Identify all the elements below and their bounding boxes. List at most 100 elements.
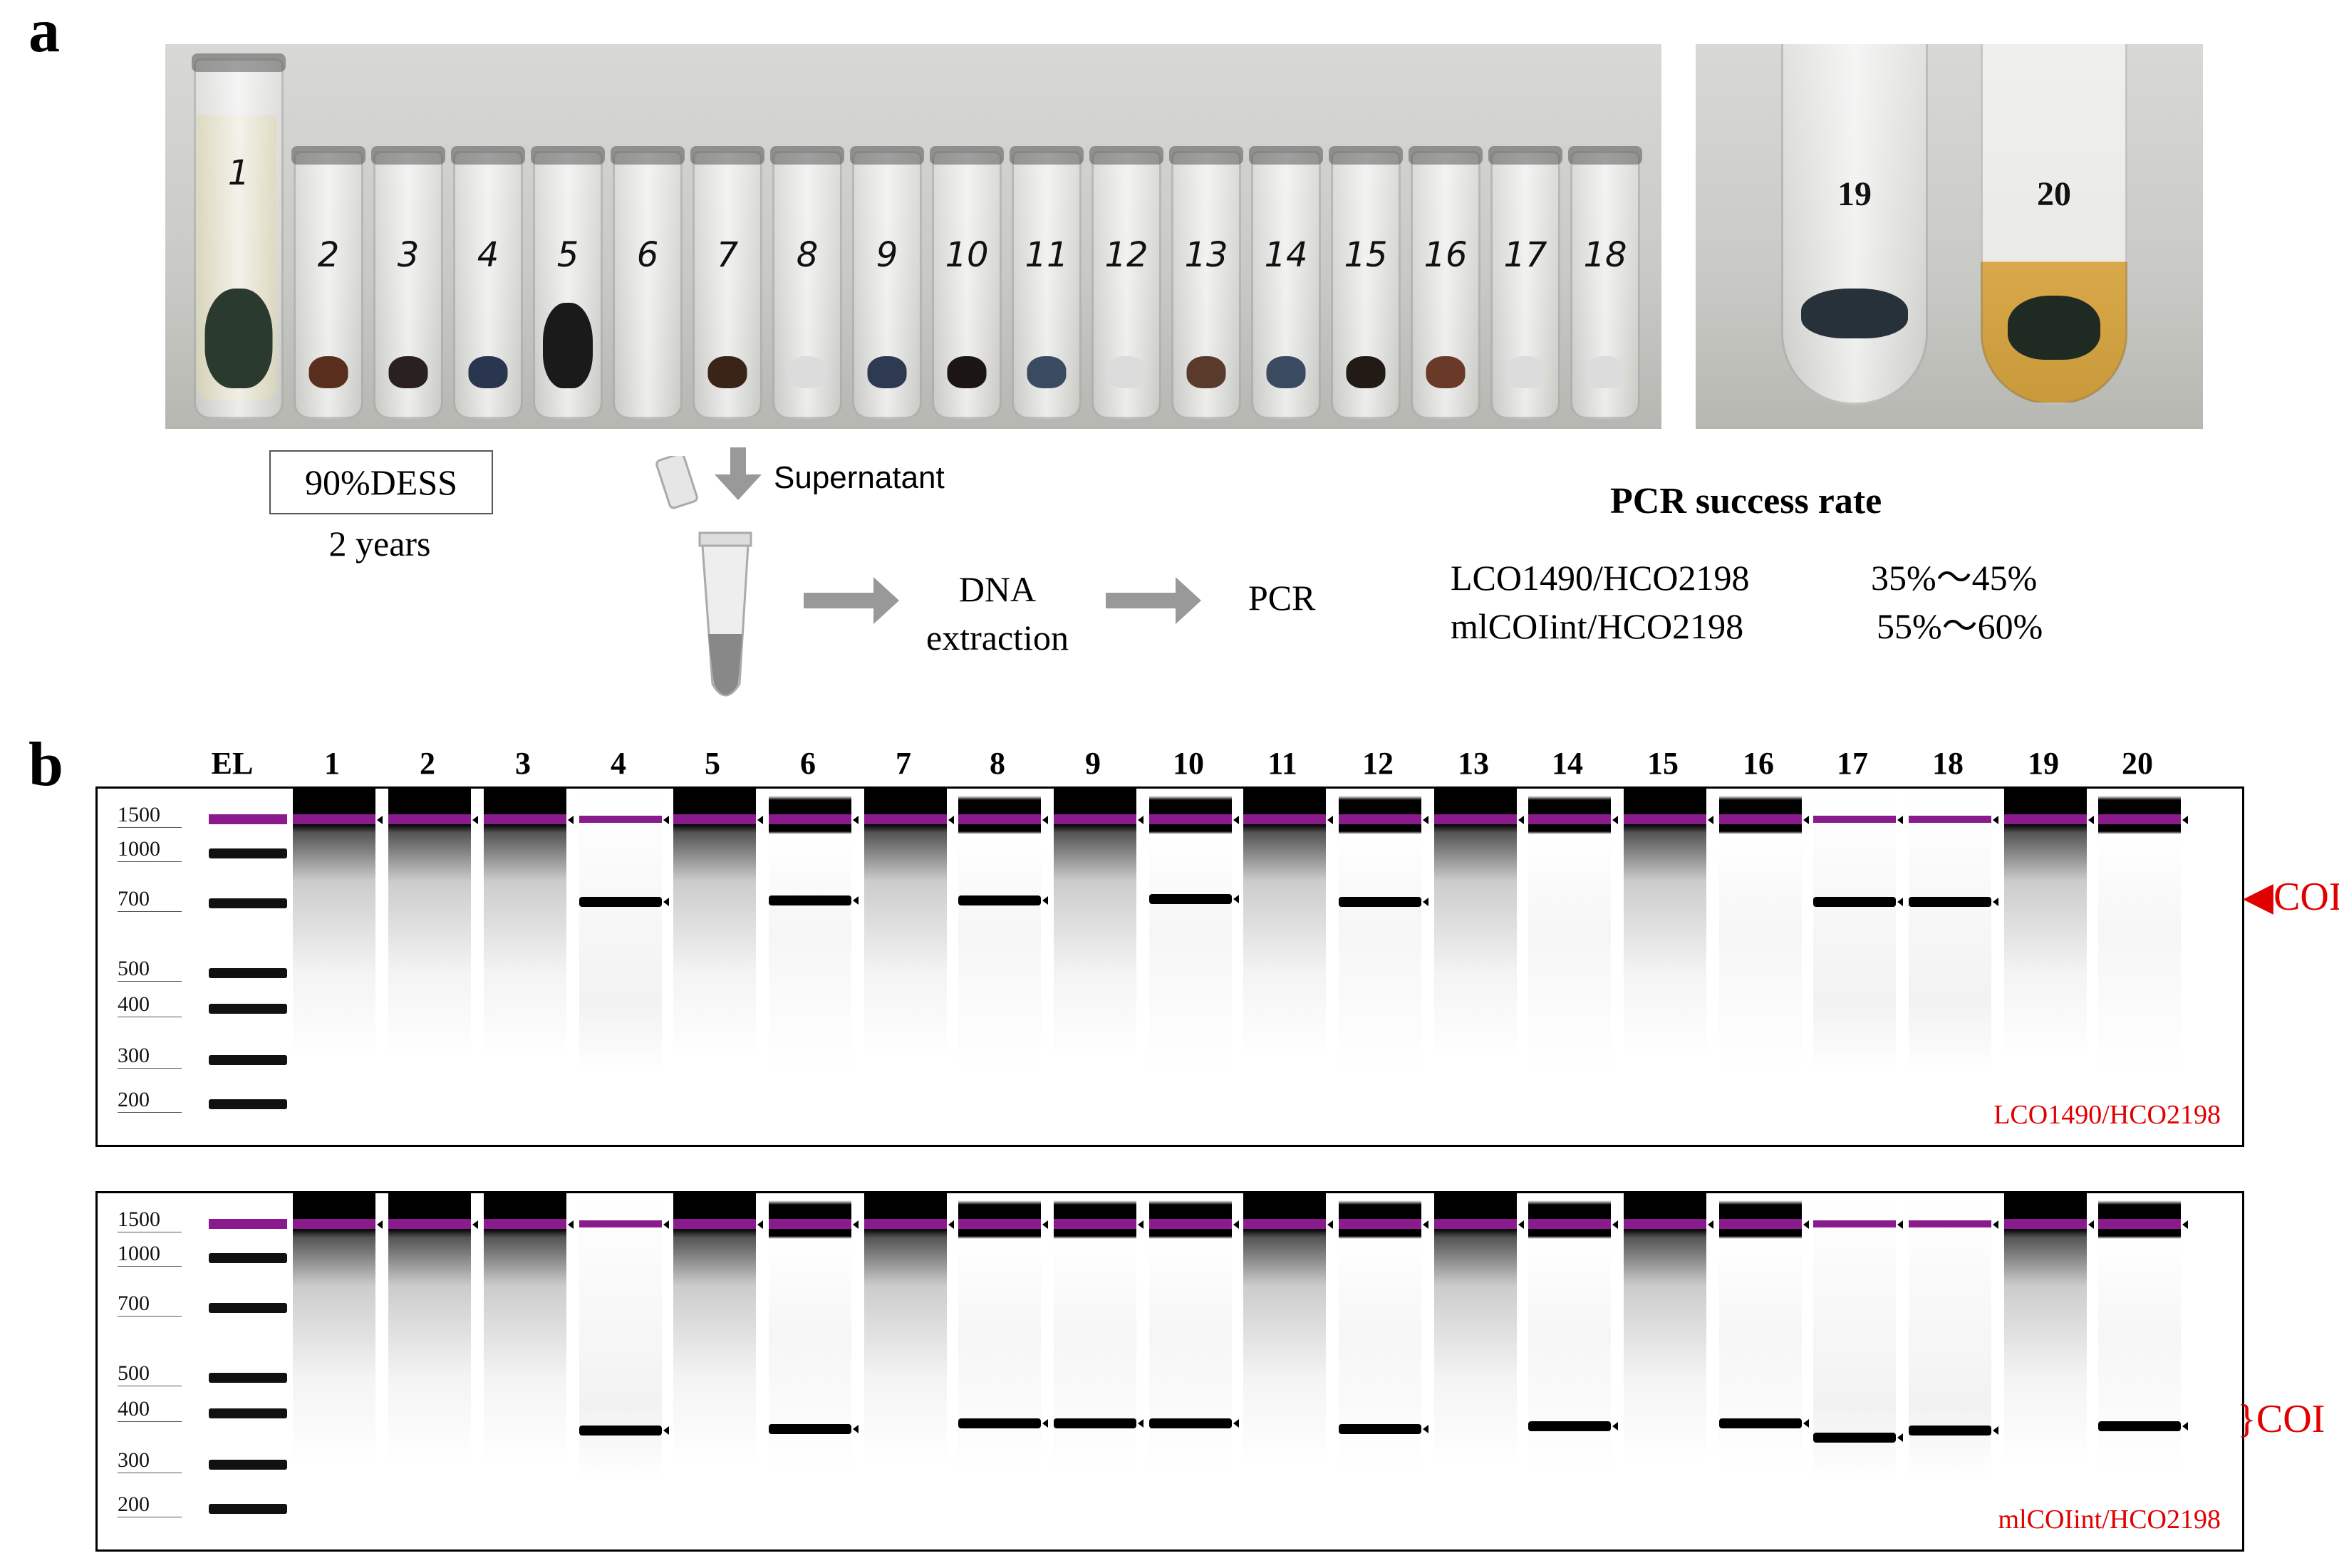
gel-lane-10	[1149, 1193, 1239, 1547]
purple-marker-band	[293, 814, 375, 824]
peak-tick-icon	[1233, 816, 1239, 824]
peak-tick-icon	[2182, 816, 2188, 824]
peak-tick-icon	[948, 1220, 954, 1229]
peak-tick-icon	[1708, 1220, 1713, 1229]
ladder-band	[209, 1099, 287, 1109]
tube-cap	[850, 146, 924, 165]
tube-cap	[930, 146, 1004, 165]
purple-marker-band	[769, 814, 851, 824]
tube-7: 7	[690, 146, 764, 419]
purple-marker-band	[1054, 814, 1136, 824]
peak-tick-icon	[1803, 816, 1809, 824]
gel-lane-11	[1243, 1193, 1333, 1547]
peak-tick-icon	[1518, 1220, 1524, 1229]
peak-tick-icon	[1042, 816, 1048, 824]
dna-band	[1054, 1418, 1136, 1428]
insect-specimen	[787, 356, 827, 388]
lane-label-9: 9	[1085, 746, 1101, 781]
gel-lane-5	[673, 1193, 763, 1547]
tube-5: 5	[531, 146, 605, 419]
microtube-icon	[655, 456, 752, 697]
red-arrow-icon: ◀	[2243, 875, 2274, 919]
dna-band	[2098, 1421, 2181, 1431]
ladder-band	[209, 1460, 287, 1470]
purple-marker-band	[864, 1219, 947, 1229]
pcr-success-title: PCR success rate	[1610, 481, 1882, 521]
insect-specimen	[1426, 356, 1466, 388]
lane-label-20: 20	[2122, 746, 2153, 781]
ladder-band	[209, 848, 287, 858]
gel-lane-20	[2098, 789, 2188, 1142]
gel-lane-11	[1243, 789, 1333, 1142]
tube-6: 6	[611, 146, 685, 419]
peak-tick-icon	[1993, 898, 1998, 906]
lane-label-14: 14	[1552, 746, 1583, 781]
peak-tick-icon	[1897, 816, 1903, 824]
peak-tick-icon	[1423, 1425, 1428, 1433]
gel-lane-14	[1528, 789, 1618, 1142]
size-marker-500: 500	[118, 1361, 182, 1386]
peak-tick-icon	[377, 816, 383, 824]
peak-tick-icon	[663, 1426, 669, 1435]
dna-band	[1813, 897, 1896, 907]
tube-cap	[1010, 146, 1084, 165]
rate-value-2: 55%～60%	[1877, 606, 2043, 646]
tube-1-label: 1	[227, 153, 250, 193]
tube-8: 8	[770, 146, 844, 419]
purple-marker-band	[1243, 1219, 1326, 1229]
gel-lane-7	[864, 1193, 954, 1547]
size-marker-700: 700	[118, 1292, 182, 1317]
insect-specimen	[1106, 356, 1146, 388]
tube-cap	[451, 146, 525, 165]
rate-primer-1: LCO1490/HCO2198	[1451, 558, 1750, 598]
peak-tick-icon	[853, 1425, 859, 1433]
peak-tick-icon	[1138, 1220, 1143, 1229]
gel-lane-16	[1719, 1193, 1809, 1547]
purple-marker-band	[1054, 1219, 1136, 1229]
gel-lane-16	[1719, 789, 1809, 1142]
purple-marker-band	[388, 1219, 471, 1229]
ladder-band	[209, 968, 287, 978]
tube-20-label: 20	[2037, 175, 2071, 213]
purple-marker-band	[1624, 814, 1706, 824]
peak-tick-icon	[2088, 1220, 2094, 1229]
purple-marker-band	[1149, 1219, 1232, 1229]
tube-4: 4	[451, 146, 525, 419]
gel-lane-15	[1624, 1193, 1713, 1547]
peak-tick-icon	[1138, 1419, 1143, 1428]
lane-label-8: 8	[990, 746, 1005, 781]
purple-marker-band	[1243, 814, 1326, 824]
gel-lane-19	[2004, 789, 2094, 1142]
purple-marker-band	[1909, 1220, 1991, 1227]
peak-tick-icon	[472, 1220, 478, 1229]
gel-lane-17	[1813, 1193, 1903, 1547]
lane-label-5: 5	[705, 746, 720, 781]
lane-label-3: 3	[515, 746, 531, 781]
purple-marker-band	[579, 816, 662, 823]
rate-primer-2: mlCOIint/HCO2198	[1451, 606, 1744, 646]
tube-11: 11	[1010, 146, 1084, 419]
purple-marker-band	[484, 1219, 566, 1229]
purple-marker-band	[2004, 814, 2087, 824]
dna-band	[769, 1424, 851, 1434]
tube-cap	[1329, 146, 1403, 165]
tubes-photo: 1 2 3 4 5 6 7 8 9 10 11 12 13 14 15 16 17 18	[165, 44, 1661, 429]
size-marker-700: 700	[118, 887, 182, 912]
peak-tick-icon	[1612, 1220, 1618, 1229]
dna-band	[1719, 1418, 1802, 1428]
extraction-label: extraction	[926, 618, 1069, 658]
gel-lane-18	[1909, 1193, 1998, 1547]
lane-label-2: 2	[420, 746, 435, 781]
insect-specimen	[1585, 356, 1625, 388]
purple-marker-band	[1149, 814, 1232, 824]
peak-tick-icon	[568, 816, 574, 824]
peak-tick-icon	[1233, 895, 1239, 903]
supernatant-label: Supernatant	[774, 460, 945, 495]
purple-marker-band	[1434, 1219, 1517, 1229]
gel-lane-15	[1624, 789, 1713, 1142]
gel-lane-9	[1054, 1193, 1143, 1547]
tube-3-label: 3	[397, 235, 420, 275]
primer-label: mlCOIint/HCO2198	[1998, 1505, 2221, 1535]
tube-6-label: 6	[636, 235, 659, 275]
ladder-band	[209, 1408, 287, 1418]
